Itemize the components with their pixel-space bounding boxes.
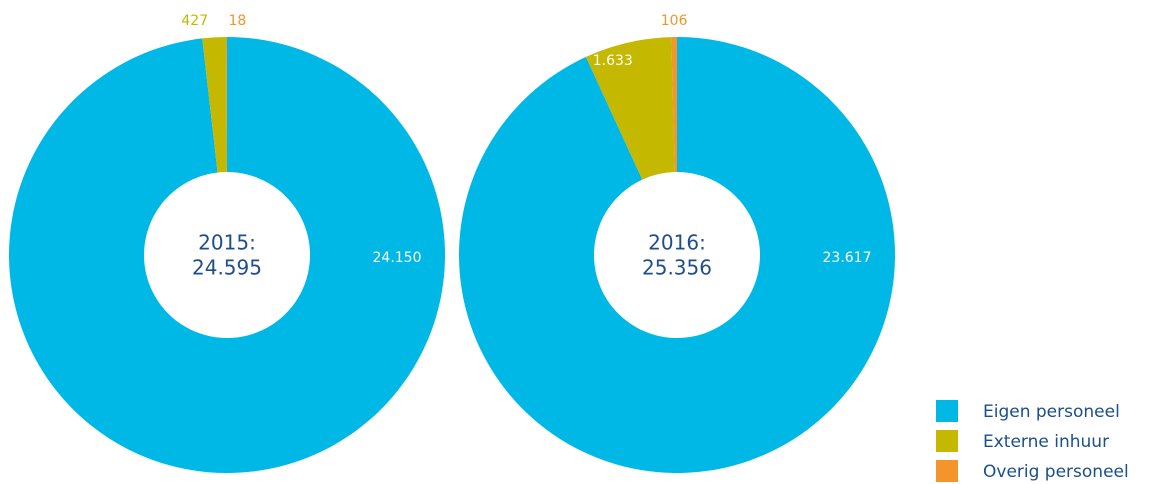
legend-label: Eigen personeel xyxy=(983,402,1120,422)
value-label: 427 xyxy=(181,13,208,29)
legend-swatch xyxy=(936,460,958,482)
center-text: 2015: xyxy=(198,231,256,255)
center-text: 25.356 xyxy=(642,256,712,280)
legend-swatch xyxy=(936,400,958,422)
value-label: 24.150 xyxy=(373,250,422,266)
slice xyxy=(202,37,227,173)
slice xyxy=(225,37,227,173)
value-label: 18 xyxy=(228,13,246,29)
value-label: 1.633 xyxy=(593,53,633,69)
slice xyxy=(9,37,445,473)
slice xyxy=(459,37,896,473)
legend-label: Externe inhuur xyxy=(983,432,1109,452)
value-label: 23.617 xyxy=(823,250,872,266)
center-text: 2016: xyxy=(648,231,706,255)
slice xyxy=(671,37,677,173)
center-text: 24.595 xyxy=(192,256,262,280)
value-label: 106 xyxy=(661,13,688,29)
legend-swatch xyxy=(936,430,958,452)
legend-label: Overig personeel xyxy=(983,462,1129,482)
slice xyxy=(585,37,675,180)
